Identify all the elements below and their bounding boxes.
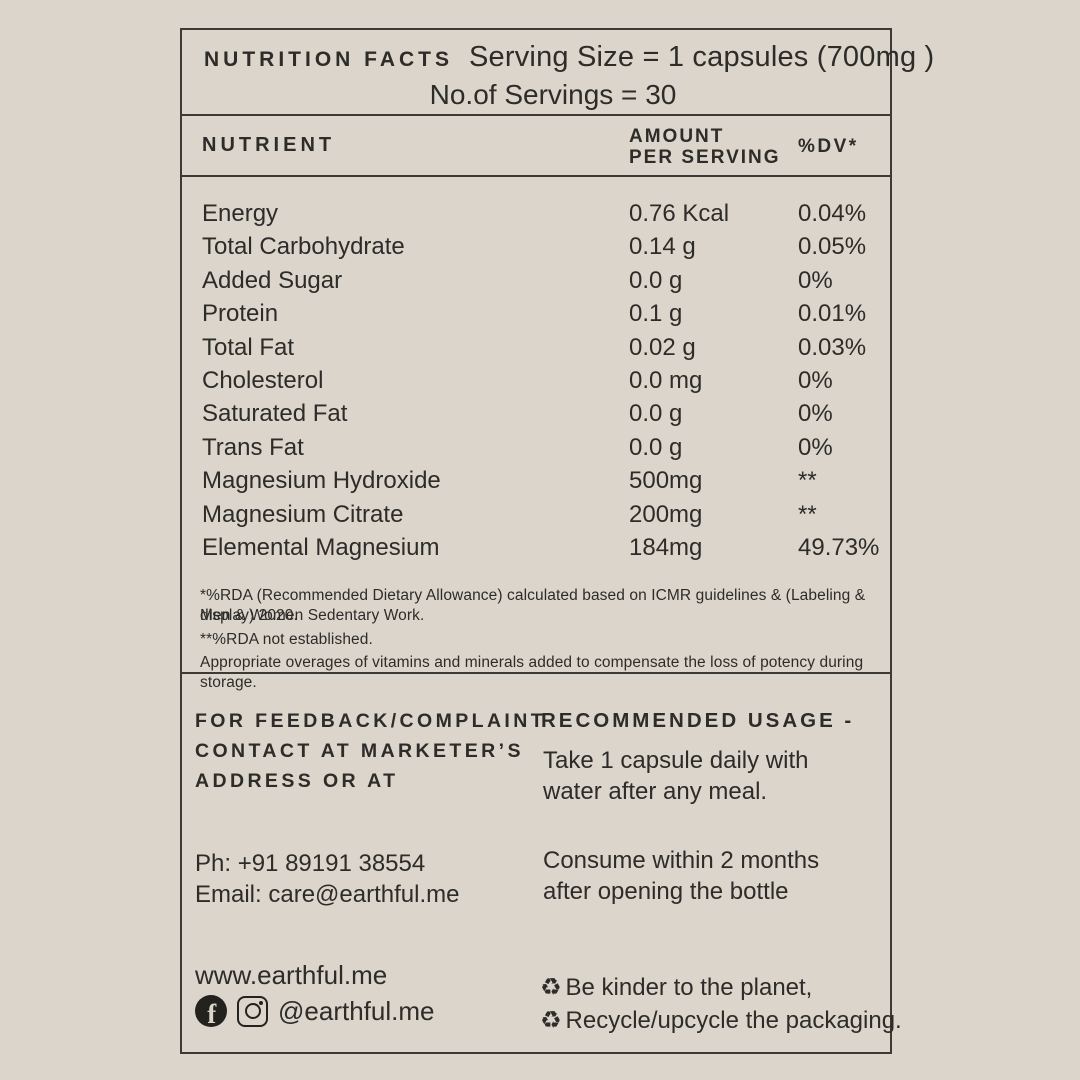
instagram-dot	[259, 1000, 263, 1005]
nutrient-name: Total Carbohydrate	[202, 233, 405, 261]
dv-value: 0%	[798, 433, 833, 461]
dv-value: 0.01%	[798, 300, 867, 328]
nutrient-name: Protein	[202, 300, 279, 328]
nutrient-name: Saturated Fat	[202, 400, 348, 428]
feedback-heading: FOR FEEDBACK/COMPLAINT CONTACT AT MARKET…	[195, 710, 547, 792]
amount-value: 0.0 g	[629, 400, 683, 428]
nutrition-facts-title: NUTRITION FACTS	[204, 48, 453, 71]
dv-value: 0.03%	[798, 333, 867, 361]
table-row: Total Carbohydrate 0.14 g 0.05%	[182, 230, 890, 263]
recycle-line: ♻ Recycle/upcycle the packaging.	[540, 1006, 902, 1034]
dv-value: 0.05%	[798, 233, 867, 261]
amount-value: 0.0 g	[629, 433, 683, 461]
table-row: Added Sugar 0.0 g 0%	[182, 264, 890, 297]
facebook-icon: f	[195, 995, 227, 1027]
amount-value: 0.76 Kcal	[629, 200, 730, 227]
nutrient-name: Trans Fat	[202, 433, 304, 461]
table-row: Trans Fat 0.0 g 0%	[182, 431, 890, 464]
dv-value: 0%	[798, 266, 833, 294]
dv-value: 0%	[798, 400, 833, 428]
amount-value: 500mg	[629, 467, 703, 495]
serving-size-text: Serving Size = 1 capsules (700mg )	[469, 41, 935, 73]
amount-value: 0.0 g	[629, 266, 683, 294]
table-column-headers: NUTRIENT AMOUNT PER SERVING %DV*	[182, 116, 890, 177]
consume-instructions: Consume within 2 months after opening th…	[543, 847, 820, 905]
nutrient-name: Magnesium Citrate	[202, 500, 404, 528]
nutrient-table-body: Energy 0.76 Kcal 0.04% Total Carbohydrat…	[182, 197, 890, 564]
nutrient-name: Cholesterol	[202, 366, 324, 394]
column-header-dv: %DV*	[798, 136, 859, 157]
nutrient-name: Added Sugar	[202, 266, 343, 294]
table-row: Magnesium Citrate 200mg **	[182, 498, 890, 531]
contact-block: Ph: +91 89191 38554 Email: care@earthful…	[195, 848, 459, 910]
recommended-usage-heading: RECOMMENDED USAGE -	[541, 709, 855, 732]
usage-instructions: Take 1 capsule daily with water after an…	[543, 747, 809, 805]
website-url: www.earthful.me	[195, 960, 388, 990]
footnote-rda-continued: Men & Women Sedentary Work.	[200, 607, 425, 624]
nutrient-name: Elemental Magnesium	[202, 533, 440, 561]
amount-value: 184mg	[629, 533, 703, 561]
instagram-icon	[237, 995, 268, 1027]
recycle-icon: ♻	[540, 973, 562, 1001]
table-row: Total Fat 0.02 g 0.03%	[182, 331, 890, 364]
column-header-nutrient: NUTRIENT	[202, 134, 336, 156]
amount-value: 0.0 mg	[629, 366, 703, 394]
label-header: NUTRITION FACTS Serving Size = 1 capsule…	[182, 30, 934, 116]
dv-value: **	[798, 467, 817, 495]
table-row: Cholesterol 0.0 mg 0%	[182, 364, 890, 397]
dv-value: 0.04%	[798, 200, 867, 227]
recycle-icon: ♻	[540, 1006, 562, 1034]
email-address: Email: care@earthful.me	[195, 881, 460, 908]
footnote-overages: Appropriate overages of vitamins and min…	[200, 654, 864, 691]
recycle-line: ♻ Be kinder to the planet,	[540, 973, 813, 1001]
table-row: Energy 0.76 Kcal 0.04%	[182, 197, 890, 230]
table-row: Elemental Magnesium 184mg 49.73%	[182, 531, 890, 564]
dv-value: 0%	[798, 366, 833, 394]
footnote-rda: *%RDA (Recommended Dietary Allowance) ca…	[200, 587, 866, 624]
table-row: Saturated Fat 0.0 g 0%	[182, 397, 890, 430]
amount-value: 200mg	[629, 500, 703, 528]
instagram-lens	[244, 1003, 261, 1019]
table-row: Protein 0.1 g 0.01%	[182, 297, 890, 330]
nutrient-name: Total Fat	[202, 333, 295, 361]
social-row: f @earthful.me	[195, 993, 434, 1029]
recycle-message: ♻ Be kinder to the planet, ♻ Recycle/upc…	[540, 971, 902, 1037]
section-divider	[182, 672, 890, 674]
social-handle: @earthful.me	[278, 995, 435, 1026]
nutrient-name: Magnesium Hydroxide	[202, 467, 441, 495]
table-row: Magnesium Hydroxide 500mg **	[182, 464, 890, 497]
servings-count-text: No.of Servings = 30	[429, 79, 677, 110]
nutrient-name: Energy	[202, 200, 279, 227]
dv-value: **	[798, 500, 817, 528]
dv-value: 49.73%	[798, 533, 880, 561]
footnote-not-established: **%RDA not established.	[200, 631, 373, 648]
header-line-1: NUTRITION FACTS Serving Size = 1 capsule…	[204, 40, 934, 77]
amount-value: 0.02 g	[629, 333, 696, 361]
column-header-amount: AMOUNT PER SERVING	[629, 126, 781, 168]
amount-value: 0.1 g	[629, 300, 683, 328]
amount-value: 0.14 g	[629, 233, 696, 261]
nutrition-label: NUTRITION FACTS Serving Size = 1 capsule…	[180, 28, 934, 1054]
phone-number: Ph: +91 89191 38554	[195, 850, 426, 877]
